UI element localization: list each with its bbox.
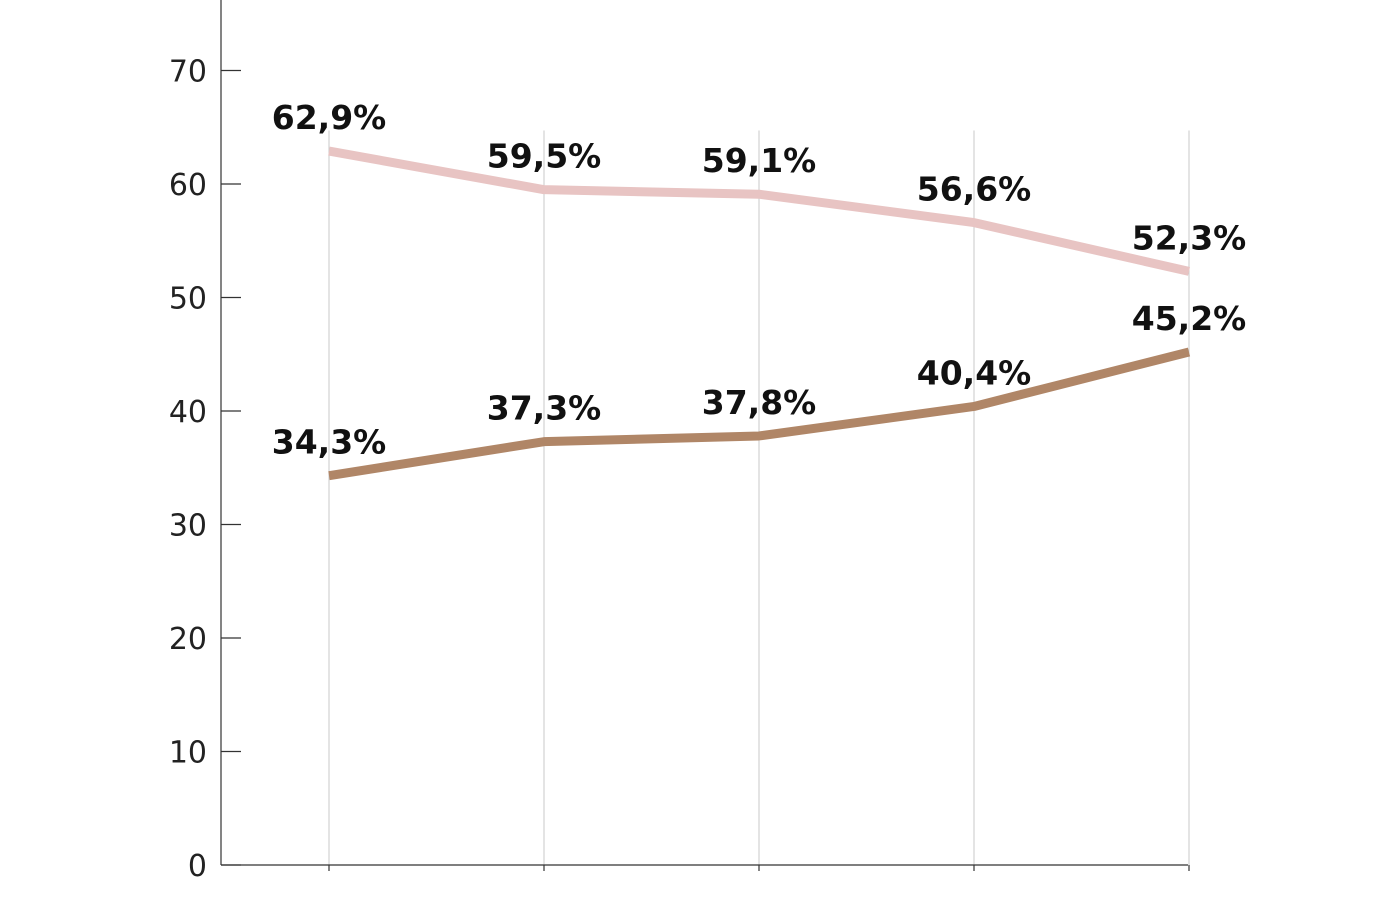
y-tick-label: 10 [169, 736, 207, 771]
y-tick-label: 0 [188, 849, 207, 884]
data-label: 37,3% [487, 389, 602, 428]
y-tick-label: 60 [169, 168, 207, 203]
data-label: 59,1% [702, 141, 817, 180]
series-line-1 [328, 146, 1190, 276]
y-tick-label: 70 [169, 55, 207, 90]
y-tick-label: 30 [169, 509, 207, 544]
y-tick-label: 50 [169, 282, 207, 317]
data-label: 37,8% [702, 383, 817, 422]
y-tick-label: 40 [169, 395, 207, 430]
data-label: 52,3% [1132, 218, 1247, 257]
y-tick-label: 20 [169, 622, 207, 657]
data-label: 40,4% [917, 353, 1032, 392]
data-label: 45,2% [1132, 299, 1247, 338]
data-label: 62,9% [272, 98, 387, 137]
series-line-2 [328, 347, 1191, 481]
data-label: 56,6% [917, 170, 1032, 209]
data-label: 34,3% [272, 423, 387, 462]
data-label: 59,5% [487, 137, 602, 176]
